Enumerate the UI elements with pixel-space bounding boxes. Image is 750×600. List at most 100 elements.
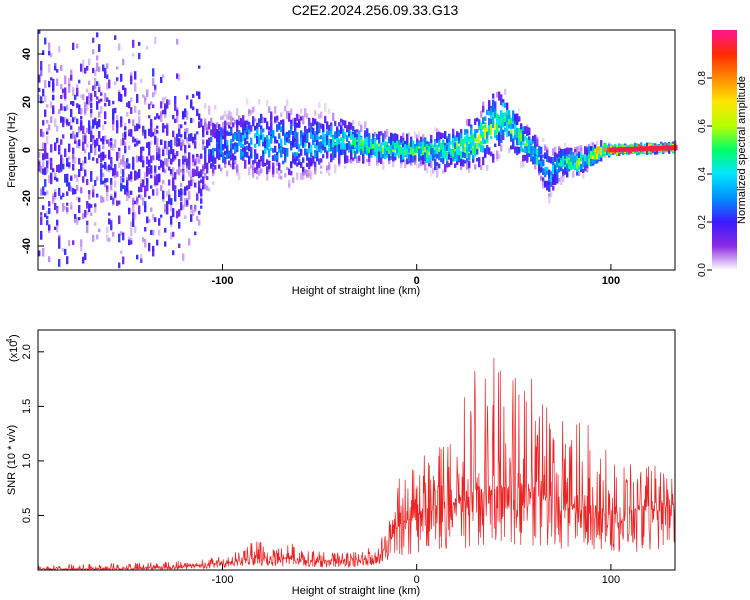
spectrogram-cell [422,151,425,155]
spectrogram-cell [436,166,439,171]
spectrogram-cell [170,158,173,165]
spectrogram-cell [320,135,323,140]
spectrogram-cell [222,135,225,140]
spectrogram-cell [324,134,327,142]
spectrogram-cell [324,141,327,150]
spectrogram-cell [124,145,127,152]
spectrogram-cell [102,180,105,185]
spectrogram-cell [366,158,369,163]
spectrogram-cell [198,180,201,189]
spectrogram-cell [172,208,175,217]
spectrogram-cell [154,217,157,223]
spectrogram-cell [150,128,153,138]
spectrogram-cell [274,116,277,123]
spectrogram-cell [112,100,115,105]
spectrogram-cell [568,147,571,155]
spectrogram-cell [232,122,235,128]
spectrogram-cell [232,117,235,121]
spectrogram-cell [220,116,223,121]
spectrogram-cell [148,133,151,137]
spectrogram-cell [500,94,503,101]
spectrogram-cell [116,77,119,82]
spectrogram-cell [76,217,79,225]
spectrogram-cell [82,176,85,183]
spectrogram-cell [534,143,537,149]
spectrogram-cell [170,198,173,204]
spectrogram-cell [176,139,179,143]
chart-title: C2E2.2024.256.09.33.G13 [291,2,459,18]
spectrogram-cell [84,133,87,140]
spectrogram-cell [312,132,315,141]
spectrogram-cell [304,142,307,148]
spectrogram-cell [56,78,59,86]
spectrogram-cell [184,109,187,118]
spectrogram-cell [150,229,153,235]
spectrogram-cell [224,120,227,130]
spectrogram-cell [280,112,283,117]
spectrogram-cell [512,115,515,122]
spectrogram-cell [304,148,307,156]
spectrogram-cell [118,147,121,151]
spectrogram-cell [424,137,427,146]
spectrogram-cell [454,135,457,141]
spectrogram-cell [236,132,239,141]
spectrogram-cell [100,156,103,162]
spectrogram-cell [212,168,215,177]
spectrogram-cell [60,116,63,122]
spectrogram-cell [340,121,343,125]
spectrogram-cell [46,215,49,220]
spectrogram-cell [58,109,61,114]
spectrogram-cell [580,156,583,161]
spectrogram-cell [194,159,197,167]
spectrogram-cell [62,202,65,212]
spectrogram-cell [184,128,187,134]
spectrogram-cell [410,139,413,147]
spectrogram-cell [504,88,507,95]
spectrogram-cell [94,90,97,97]
spectrogram-cell [294,122,297,132]
spectrogram-cell [76,87,79,96]
spectrogram-cell [118,96,121,102]
spectrogram-cell [276,115,279,121]
spectrogram-cell [66,119,69,126]
spectrogram-cell [542,160,545,166]
spectrogram-cell [230,129,233,134]
spectrogram-cell [378,137,381,147]
spectrogram-cell [72,131,75,139]
spectrogram-cell [498,132,501,141]
spectrogram-cell [280,175,283,180]
spectrogram-cell [500,129,503,134]
spectrogram-cell [576,146,579,156]
spectrogram-cell [664,142,667,148]
spectrogram-cell [164,140,167,149]
spectrogram-cell [96,55,99,61]
spectrogram-cell [352,120,355,125]
spectrogram-cell [88,100,91,106]
spectrogram-cell [466,161,469,170]
spectrogram-cell [542,180,545,186]
spectrogram-cell [52,195,55,204]
spectrogram-cell [110,196,113,200]
spectrogram-cell [198,121,201,128]
spectrogram-cell [236,108,239,117]
spectrogram-cell [278,133,281,139]
spectrogram-cell [366,149,369,155]
spectrogram-cell [230,139,233,147]
spectrogram-cell [352,145,355,149]
spectrogram-cell [406,158,409,165]
spectrogram-cell [104,162,107,170]
spectrogram-cell [130,129,133,137]
spectrogram-cell [370,142,373,151]
spectrogram-cell [428,147,431,152]
spectrogram-cell [462,138,465,145]
spectrogram-cell [230,111,233,121]
spectrogram-cell [200,179,203,183]
spectrogram-cell [374,139,377,146]
spectrogram-cell [514,146,517,154]
spectrogram-cell [466,157,469,163]
spectrogram-cell [194,141,197,149]
spectrogram-cell [388,155,391,161]
spectrogram-cell [288,113,291,122]
spectrogram-cell [522,163,525,168]
spectrogram-cell [226,114,229,120]
